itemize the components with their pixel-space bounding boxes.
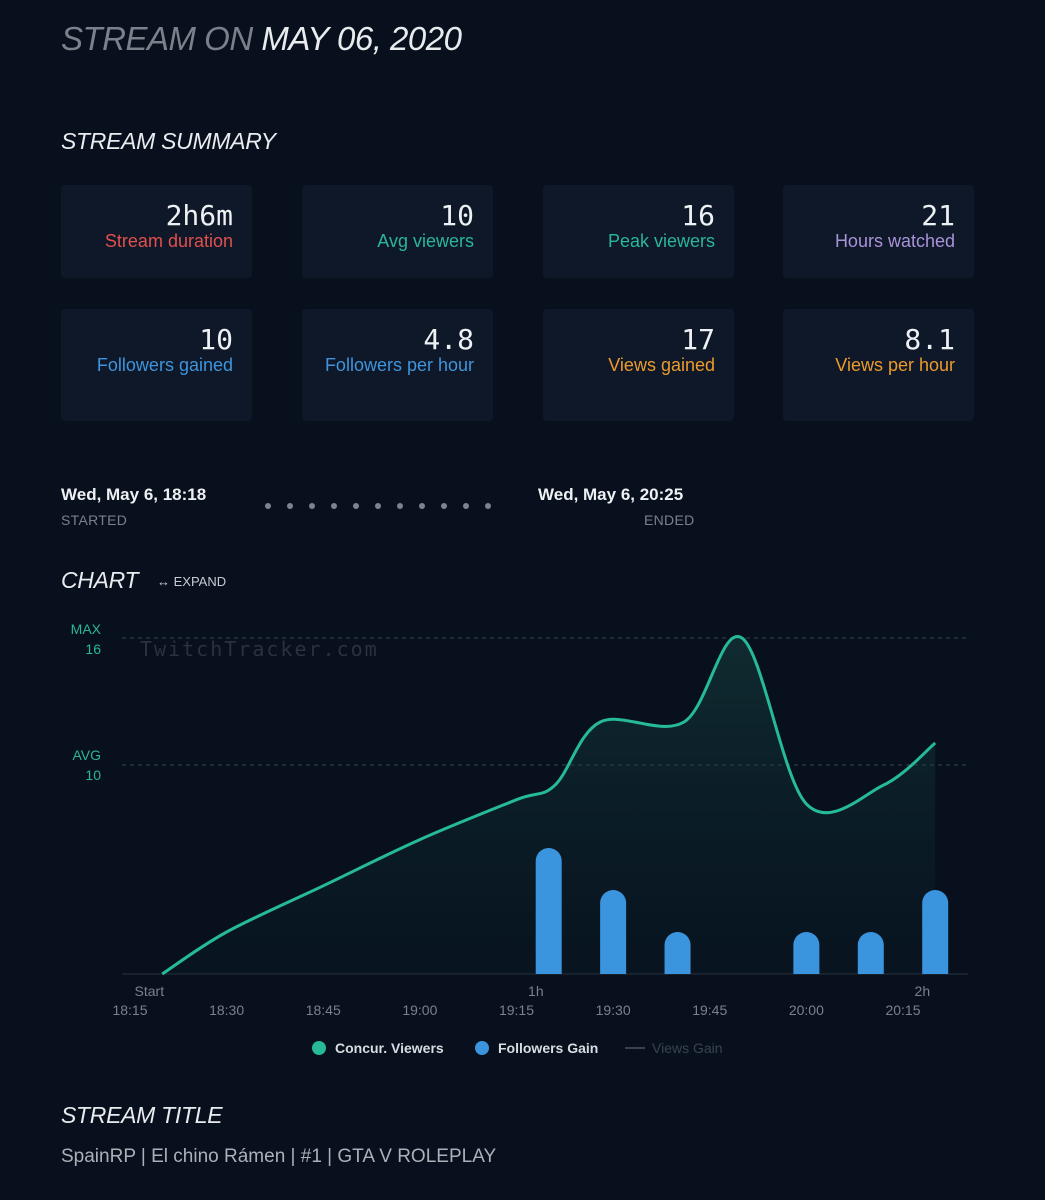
stat-card-avg-viewers: 10 Avg viewers bbox=[302, 185, 493, 278]
x-tick-label: 18:15 bbox=[112, 1002, 147, 1018]
stream-title-text: SpainRP | El chino Rámen | #1 | GTA V RO… bbox=[61, 1146, 497, 1167]
start-label: STARTED bbox=[61, 512, 128, 528]
stat-card-duration: 2h6m Stream duration bbox=[61, 185, 252, 278]
title-date: MAY 06, 2020 bbox=[261, 20, 462, 57]
stat-value: 2h6m bbox=[165, 199, 233, 232]
stat-label: Stream duration bbox=[104, 231, 233, 251]
x-tick-label: 19:30 bbox=[596, 1002, 631, 1018]
chart-heading: CHART bbox=[61, 567, 139, 593]
watermark: TwitchTracker.com bbox=[140, 637, 379, 661]
end-label: ENDED bbox=[644, 512, 695, 528]
stat-label: Avg viewers bbox=[377, 231, 474, 251]
legend-followers-gain[interactable]: Followers Gain bbox=[475, 1040, 598, 1056]
viewers-line bbox=[161, 635, 937, 976]
avg-label: AVG bbox=[72, 747, 101, 763]
timeline-dot bbox=[485, 503, 491, 509]
followers-bars bbox=[535, 848, 949, 974]
followers-bar bbox=[535, 848, 562, 974]
legend-concur-viewers[interactable]: Concur. Viewers bbox=[312, 1040, 444, 1056]
timeline-dot bbox=[309, 503, 315, 509]
legend-swatch bbox=[625, 1047, 645, 1049]
viewers-chart: TwitchTracker.com MAX 16 AVG 10 18:15 18:… bbox=[71, 621, 968, 1018]
x-tick-label-elapsed: 1h bbox=[528, 983, 544, 999]
timeline-dot bbox=[397, 503, 403, 509]
stat-value: 10 bbox=[440, 199, 474, 232]
stat-value: 16 bbox=[681, 199, 715, 232]
stat-card-views-per-hour: 8.1 Views per hour bbox=[783, 309, 974, 421]
expand-button[interactable]: ↔ EXPAND bbox=[157, 574, 226, 589]
stat-label: Followers per hour bbox=[324, 355, 474, 375]
stat-card-followers-per-hour: 4.8 Followers per hour bbox=[302, 309, 493, 421]
timeline-dot bbox=[463, 503, 469, 509]
stat-card-hours-watched: 21 Hours watched bbox=[783, 185, 974, 278]
avg-value: 10 bbox=[85, 767, 101, 783]
followers-bar bbox=[600, 890, 627, 974]
x-tick-label: 18:30 bbox=[209, 1002, 244, 1018]
stat-value: 17 bbox=[681, 323, 715, 356]
stat-label: Hours watched bbox=[834, 231, 955, 251]
followers-bar bbox=[922, 890, 949, 974]
stat-value: 8.1 bbox=[904, 323, 955, 356]
legend-swatch bbox=[475, 1041, 489, 1055]
x-tick-label: 19:45 bbox=[692, 1002, 727, 1018]
double-arrow-icon: ↔ bbox=[157, 574, 170, 589]
timeline-dot bbox=[353, 503, 359, 509]
x-tick-label-elapsed: Start bbox=[135, 983, 165, 999]
max-value: 16 bbox=[85, 641, 101, 657]
end-time: Wed, May 6, 20:25 bbox=[538, 485, 684, 504]
stat-label: Views gained bbox=[608, 355, 715, 375]
timeline-dot bbox=[265, 503, 271, 509]
x-tick-label: 18:45 bbox=[306, 1002, 341, 1018]
summary-heading: STREAM SUMMARY bbox=[61, 128, 276, 154]
followers-bar bbox=[664, 932, 691, 974]
stat-value: 4.8 bbox=[423, 323, 474, 356]
stat-label: Peak viewers bbox=[607, 231, 715, 251]
start-time: Wed, May 6, 18:18 bbox=[61, 485, 207, 504]
legend-swatch bbox=[312, 1041, 326, 1055]
stat-card-views-gained: 17 Views gained bbox=[543, 309, 734, 421]
viewers-area bbox=[162, 636, 936, 974]
legend-label: Followers Gain bbox=[498, 1040, 599, 1056]
x-tick-label-elapsed: 2h bbox=[915, 983, 931, 999]
stream-title-heading: STREAM TITLE bbox=[61, 1102, 223, 1128]
stat-label: Followers gained bbox=[96, 355, 233, 375]
timeline-dot bbox=[331, 503, 337, 509]
page-title: STREAM ON MAY 06, 2020 bbox=[61, 20, 462, 58]
timeline-dot bbox=[287, 503, 293, 509]
stat-card-peak-viewers: 16 Peak viewers bbox=[543, 185, 734, 278]
legend-label: Concur. Viewers bbox=[335, 1040, 444, 1056]
x-axis-ticks: 18:15 18:30 18:45 19:00 19:15 19:30 19:45 20:00… bbox=[112, 983, 930, 1018]
legend-label: Views Gain bbox=[652, 1040, 723, 1056]
timeline-dot bbox=[441, 503, 447, 509]
stat-value: 21 bbox=[921, 199, 955, 232]
timeline-dot bbox=[419, 503, 425, 509]
timeline-dot bbox=[375, 503, 381, 509]
x-tick-label: 20:15 bbox=[885, 1002, 920, 1018]
x-tick-label: 19:15 bbox=[499, 1002, 534, 1018]
stat-value: 10 bbox=[199, 323, 233, 356]
followers-bar bbox=[793, 932, 820, 974]
x-tick-label: 19:00 bbox=[402, 1002, 437, 1018]
legend-views-gain[interactable]: Views Gain bbox=[625, 1040, 723, 1056]
followers-bar bbox=[857, 932, 884, 974]
expand-label: EXPAND bbox=[173, 574, 227, 589]
x-tick-label: 20:00 bbox=[789, 1002, 824, 1018]
title-prefix: STREAM ON bbox=[61, 20, 253, 57]
stat-label: Views per hour bbox=[835, 355, 955, 375]
stat-card-followers-gained: 10 Followers gained bbox=[61, 309, 252, 421]
max-label: MAX bbox=[71, 621, 102, 637]
